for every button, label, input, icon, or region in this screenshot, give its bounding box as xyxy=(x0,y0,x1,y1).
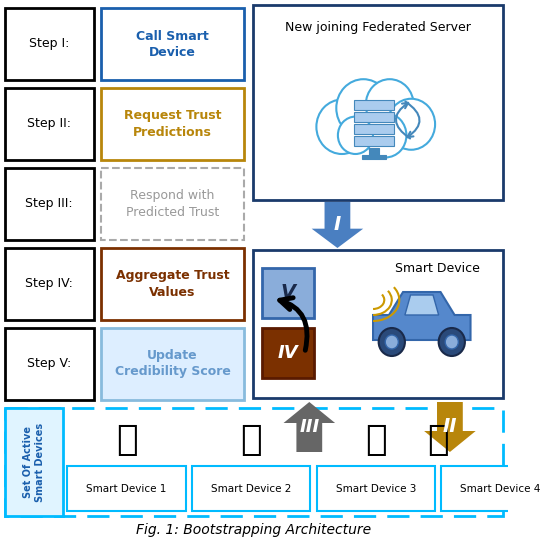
Text: Step IV:: Step IV: xyxy=(25,278,73,291)
Text: Fig. 1: Bootstrapping Architecture: Fig. 1: Bootstrapping Architecture xyxy=(137,523,372,537)
Text: Smart Device 1: Smart Device 1 xyxy=(86,483,167,494)
Text: Step III:: Step III: xyxy=(25,198,73,211)
Polygon shape xyxy=(424,402,476,452)
Text: Aggregate Trust
Values: Aggregate Trust Values xyxy=(115,269,229,299)
Circle shape xyxy=(438,328,465,356)
Text: Request Trust
Predictions: Request Trust Predictions xyxy=(124,110,221,138)
Text: Smart Device 4: Smart Device 4 xyxy=(460,483,541,494)
Bar xyxy=(192,466,310,511)
Circle shape xyxy=(338,117,373,154)
Bar xyxy=(442,466,542,511)
Polygon shape xyxy=(405,295,438,315)
Bar xyxy=(354,100,393,110)
Text: 🖥: 🖥 xyxy=(241,423,262,457)
Text: IV: IV xyxy=(278,344,298,362)
Circle shape xyxy=(379,328,405,356)
Bar xyxy=(262,268,314,318)
Text: Step I:: Step I: xyxy=(29,37,69,51)
Bar xyxy=(369,148,379,156)
Circle shape xyxy=(317,99,367,154)
Bar xyxy=(253,5,504,200)
Bar xyxy=(5,408,63,516)
Text: Call Smart
Device: Call Smart Device xyxy=(136,30,209,58)
Text: Smart Device: Smart Device xyxy=(395,261,480,274)
Circle shape xyxy=(365,113,406,157)
Bar xyxy=(101,88,244,160)
Text: 📟: 📟 xyxy=(365,423,386,457)
Text: Step V:: Step V: xyxy=(27,357,72,370)
Bar xyxy=(5,8,94,80)
Bar xyxy=(101,248,244,320)
Text: V: V xyxy=(280,284,295,302)
Text: New joining Federated Server: New joining Federated Server xyxy=(285,21,471,33)
Bar xyxy=(317,466,435,511)
Circle shape xyxy=(336,79,390,137)
Text: Step II:: Step II: xyxy=(27,118,71,131)
Text: III: III xyxy=(299,418,319,436)
Bar xyxy=(362,155,386,159)
Polygon shape xyxy=(283,402,335,452)
Text: I: I xyxy=(334,215,341,234)
Bar xyxy=(101,328,244,400)
Bar xyxy=(5,88,94,160)
Text: Respond with
Predicted Trust: Respond with Predicted Trust xyxy=(126,190,219,219)
Text: 📷: 📷 xyxy=(427,423,449,457)
Circle shape xyxy=(445,335,459,349)
Circle shape xyxy=(388,99,435,150)
Bar xyxy=(5,248,94,320)
Bar xyxy=(354,124,393,134)
Text: 🚄: 🚄 xyxy=(116,423,137,457)
Bar xyxy=(354,112,393,122)
Bar xyxy=(5,328,94,400)
Bar xyxy=(5,168,94,240)
Polygon shape xyxy=(312,202,363,248)
Text: Update
Credibility Score: Update Credibility Score xyxy=(114,349,230,379)
Text: Smart Device 2: Smart Device 2 xyxy=(211,483,292,494)
Bar xyxy=(5,408,504,516)
Bar xyxy=(68,466,185,511)
Bar xyxy=(101,8,244,80)
Circle shape xyxy=(385,335,398,349)
Bar xyxy=(354,136,393,146)
Bar xyxy=(262,328,314,378)
Text: Set Of Active
Smart Devices: Set Of Active Smart Devices xyxy=(23,422,45,502)
Text: II: II xyxy=(443,417,457,436)
Bar xyxy=(101,168,244,240)
Circle shape xyxy=(366,79,414,130)
Polygon shape xyxy=(373,292,470,340)
Text: Smart Device 3: Smart Device 3 xyxy=(335,483,416,494)
Bar xyxy=(253,250,504,398)
